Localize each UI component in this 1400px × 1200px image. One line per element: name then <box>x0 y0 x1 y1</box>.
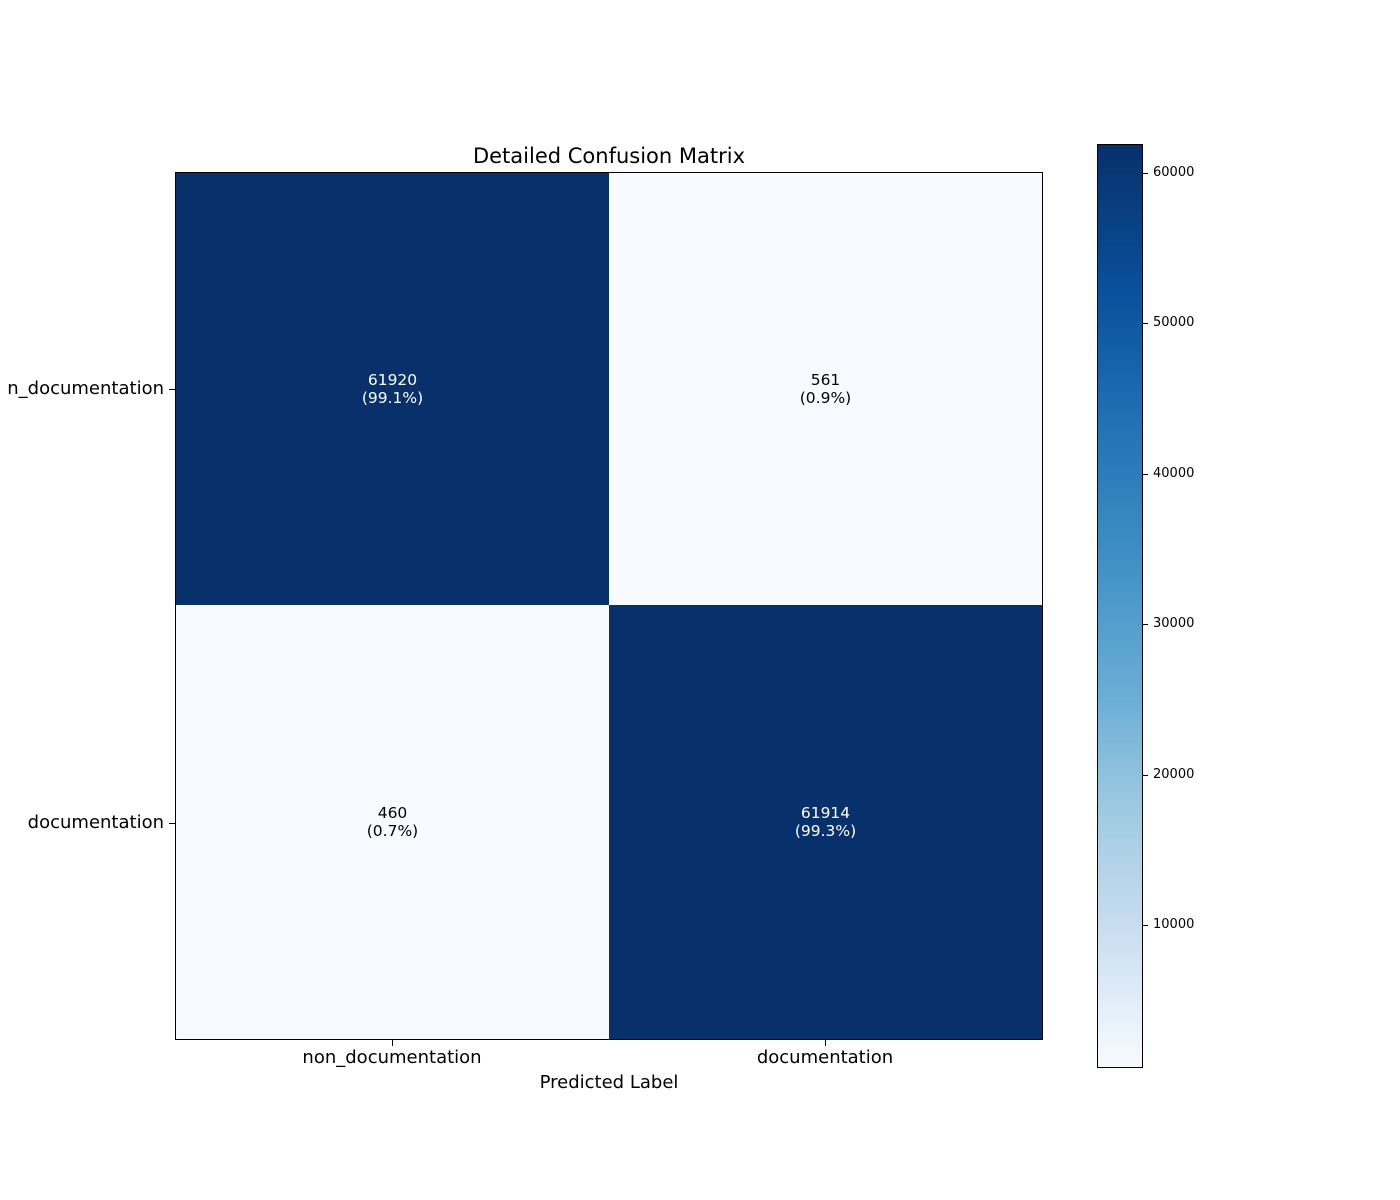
colorbar-label-50000: 50000 <box>1153 315 1195 330</box>
y-tick-label-doc: documentation <box>27 812 164 833</box>
colorbar-label-20000: 20000 <box>1153 767 1195 782</box>
y-tick-mark <box>169 389 175 390</box>
cell-percentage: (0.7%) <box>366 822 419 840</box>
x-axis-label: Predicted Label <box>539 1072 679 1093</box>
x-tick-label-doc: documentation <box>756 1047 894 1068</box>
cell-count: 460 <box>377 804 408 822</box>
colorbar-label-30000: 30000 <box>1153 616 1195 631</box>
colorbar-tick <box>1143 323 1148 324</box>
x-tick-label-nondoc: non_documentation <box>302 1047 482 1068</box>
colorbar-label-40000: 40000 <box>1153 466 1195 481</box>
y-tick-label-nondoc: n_documentation <box>7 378 164 399</box>
cell-count: 61920 <box>367 371 418 389</box>
cell-percentage: (99.1%) <box>361 389 424 407</box>
colorbar <box>1097 144 1143 1068</box>
colorbar-label-10000: 10000 <box>1153 917 1195 932</box>
x-tick-mark <box>392 1040 393 1046</box>
cell-doc-nondoc: 460 (0.7%) <box>176 605 609 1039</box>
colorbar-tick <box>1143 173 1148 174</box>
colorbar-tick <box>1143 925 1148 926</box>
cell-nondoc-doc: 561 (0.9%) <box>609 173 1042 605</box>
colorbar-tick <box>1143 474 1148 475</box>
cell-doc-doc: 61914 (99.3%) <box>609 605 1042 1039</box>
confusion-matrix-plot: 61920 (99.1%) 561 (0.9%) 460 (0.7%) 6191… <box>175 172 1043 1040</box>
colorbar-label-60000: 60000 <box>1153 165 1195 180</box>
cell-percentage: (99.3%) <box>794 822 857 840</box>
cell-nondoc-nondoc: 61920 (99.1%) <box>176 173 609 605</box>
cell-count: 561 <box>810 371 841 389</box>
colorbar-tick <box>1143 775 1148 776</box>
cell-percentage: (0.9%) <box>799 389 852 407</box>
colorbar-tick <box>1143 624 1148 625</box>
y-tick-mark <box>169 823 175 824</box>
chart-title: Detailed Confusion Matrix <box>472 144 746 168</box>
cell-count: 61914 <box>800 804 851 822</box>
x-tick-mark <box>825 1040 826 1046</box>
